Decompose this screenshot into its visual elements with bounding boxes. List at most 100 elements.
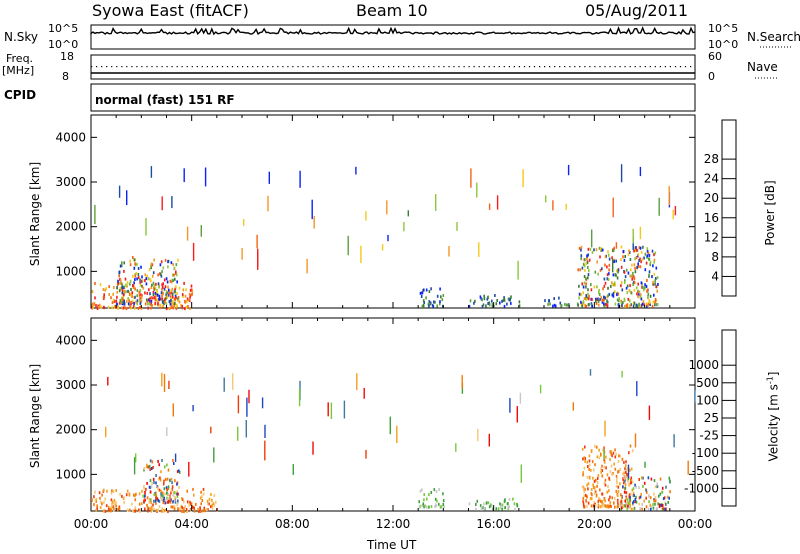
nave-dot xyxy=(181,66,183,68)
power-echo-cell xyxy=(160,291,163,295)
power-echo-cell xyxy=(646,279,648,282)
power-echo-cell xyxy=(163,287,166,291)
velocity-echo-cell xyxy=(202,487,205,491)
power-echo-cell xyxy=(431,303,434,307)
velocity-echo-cell xyxy=(629,498,631,502)
power-echo-cell xyxy=(128,292,131,296)
power-echo-cell xyxy=(177,297,179,300)
velocity-echo-cell xyxy=(201,499,204,502)
velocity-echo-cell xyxy=(504,506,507,510)
power-echo-cell xyxy=(123,299,125,303)
power-echo-cell xyxy=(150,262,153,266)
velocity-echo-cell xyxy=(630,478,632,482)
power-echo-cell xyxy=(118,270,121,274)
velocity-echo-cell xyxy=(211,498,213,502)
nave-dot xyxy=(156,66,158,68)
power-echo-cell xyxy=(654,303,656,307)
power-echo-cell xyxy=(175,263,178,267)
power-echo-cell xyxy=(132,274,134,278)
power-echo-cell xyxy=(588,294,590,298)
power-echo-cell xyxy=(175,285,177,289)
velocity-echo-cell xyxy=(608,498,610,502)
power-echo-cell xyxy=(508,298,511,302)
power-echo-cell xyxy=(641,302,644,306)
velocity-echo-cell xyxy=(438,488,440,491)
power-echo-cell xyxy=(158,297,160,301)
power-echo-streak xyxy=(517,260,519,280)
power-echo-cell xyxy=(130,293,132,297)
power-echo-cell xyxy=(156,298,159,302)
power-echo-cell xyxy=(590,283,592,287)
power-echo-cell xyxy=(168,300,171,304)
power-echo-cell xyxy=(113,305,116,309)
velocity-echo-cell xyxy=(144,498,146,502)
power-echo-cell xyxy=(644,252,647,256)
power-echo-streak xyxy=(299,170,301,188)
velocity-echo-cell xyxy=(638,496,641,500)
power-echo-cell xyxy=(116,295,118,299)
velocity-echo-cell xyxy=(590,497,593,501)
power-echo-cell xyxy=(580,293,583,297)
velocity-echo-cell xyxy=(170,505,173,509)
power-echo-cell xyxy=(139,278,141,282)
power-echo-cell xyxy=(510,301,512,305)
velocity-echo-cell xyxy=(160,489,162,493)
velocity-echo-cell xyxy=(193,506,195,510)
power-echo-cell xyxy=(548,299,550,303)
velocity-echo-cell xyxy=(173,462,175,465)
velocity-echo-cell xyxy=(607,505,610,509)
power-echo-cell xyxy=(156,290,158,294)
velocity-echo-cell xyxy=(123,496,125,500)
velocity-echo-cell xyxy=(111,500,114,504)
velocity-echo-cell xyxy=(624,486,627,490)
nave-dot xyxy=(231,66,234,68)
power-echo-cell xyxy=(149,277,151,281)
power-echo-cell xyxy=(591,250,594,254)
power-echo-cell xyxy=(168,288,170,292)
nave-dot xyxy=(679,66,682,68)
power-echo-cell xyxy=(155,294,157,298)
velocity-echo-cell xyxy=(660,503,663,507)
power-echo-cell xyxy=(583,281,586,285)
velocity-echo-cell xyxy=(615,489,618,493)
power-echo-cell xyxy=(136,289,139,293)
power-echo-cell xyxy=(620,301,623,304)
velocity-echo-cell xyxy=(642,476,644,480)
nave-dot xyxy=(282,66,284,68)
power-echo-cell xyxy=(103,293,105,297)
velocity-echo-streak xyxy=(634,433,637,448)
power-echo-cell xyxy=(188,292,191,296)
nave-dot xyxy=(362,66,364,68)
velocity-echo-streak xyxy=(237,426,239,441)
power-echo-cell xyxy=(172,279,174,283)
power-echo-cell xyxy=(653,272,656,276)
velocity-echo-cell xyxy=(198,509,200,513)
power-echo-cell xyxy=(189,288,192,292)
velocity-echo-cell xyxy=(631,480,634,484)
velocity-echo-cell xyxy=(118,507,120,511)
power-echo-cell xyxy=(153,258,155,262)
velocity-echo-cell xyxy=(590,449,593,452)
power-echo-cell xyxy=(601,298,603,302)
power-echo-streak xyxy=(365,211,367,221)
velocity-echo-streak xyxy=(188,461,190,477)
velocity-echo-cell xyxy=(468,502,471,506)
velocity-echo-cell xyxy=(178,469,180,473)
power-echo-cell xyxy=(168,292,171,296)
power-echo-cell xyxy=(608,268,610,272)
power-echo-cell xyxy=(105,287,107,291)
power-echo-streak xyxy=(145,218,147,236)
power-echo-cell xyxy=(139,283,142,287)
power-echo-cell xyxy=(108,285,110,289)
power-echo-cell xyxy=(145,277,148,281)
velocity-echo-cell xyxy=(613,496,616,500)
velocity-ytick-label: 4000 xyxy=(55,333,86,347)
velocity-echo-cell xyxy=(614,505,616,509)
vel-cb-tick-label: 100 xyxy=(696,393,719,407)
power-echo-cell xyxy=(642,300,645,304)
velocity-echo-cell xyxy=(594,504,597,508)
nave-dot xyxy=(201,66,203,68)
velocity-echo-cell xyxy=(635,495,637,499)
power-echo-cell xyxy=(640,304,643,308)
